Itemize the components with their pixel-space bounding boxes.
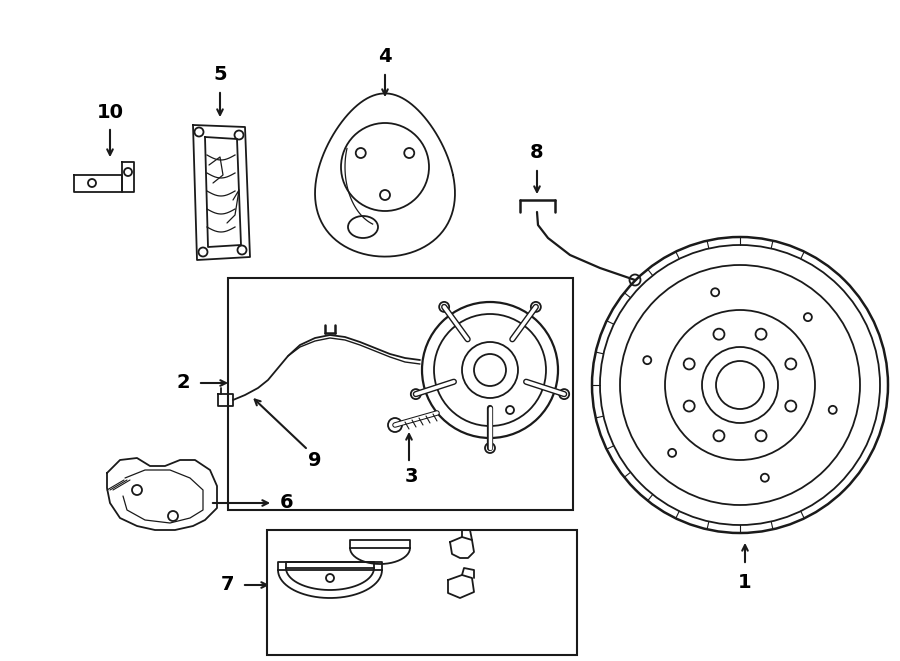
Text: 9: 9 <box>308 451 322 469</box>
Circle shape <box>531 302 541 312</box>
Text: 1: 1 <box>738 574 752 592</box>
Text: 5: 5 <box>213 65 227 85</box>
Circle shape <box>485 443 495 453</box>
Text: 8: 8 <box>530 143 544 163</box>
Circle shape <box>410 389 421 399</box>
Circle shape <box>439 302 449 312</box>
Bar <box>228 278 573 510</box>
Circle shape <box>559 389 569 399</box>
Text: 3: 3 <box>404 467 418 486</box>
Text: 2: 2 <box>176 373 190 393</box>
Bar <box>267 530 577 655</box>
Text: 4: 4 <box>378 48 392 67</box>
Text: 10: 10 <box>96 102 123 122</box>
Circle shape <box>388 418 402 432</box>
Text: 6: 6 <box>280 494 293 512</box>
Text: 7: 7 <box>220 576 234 594</box>
